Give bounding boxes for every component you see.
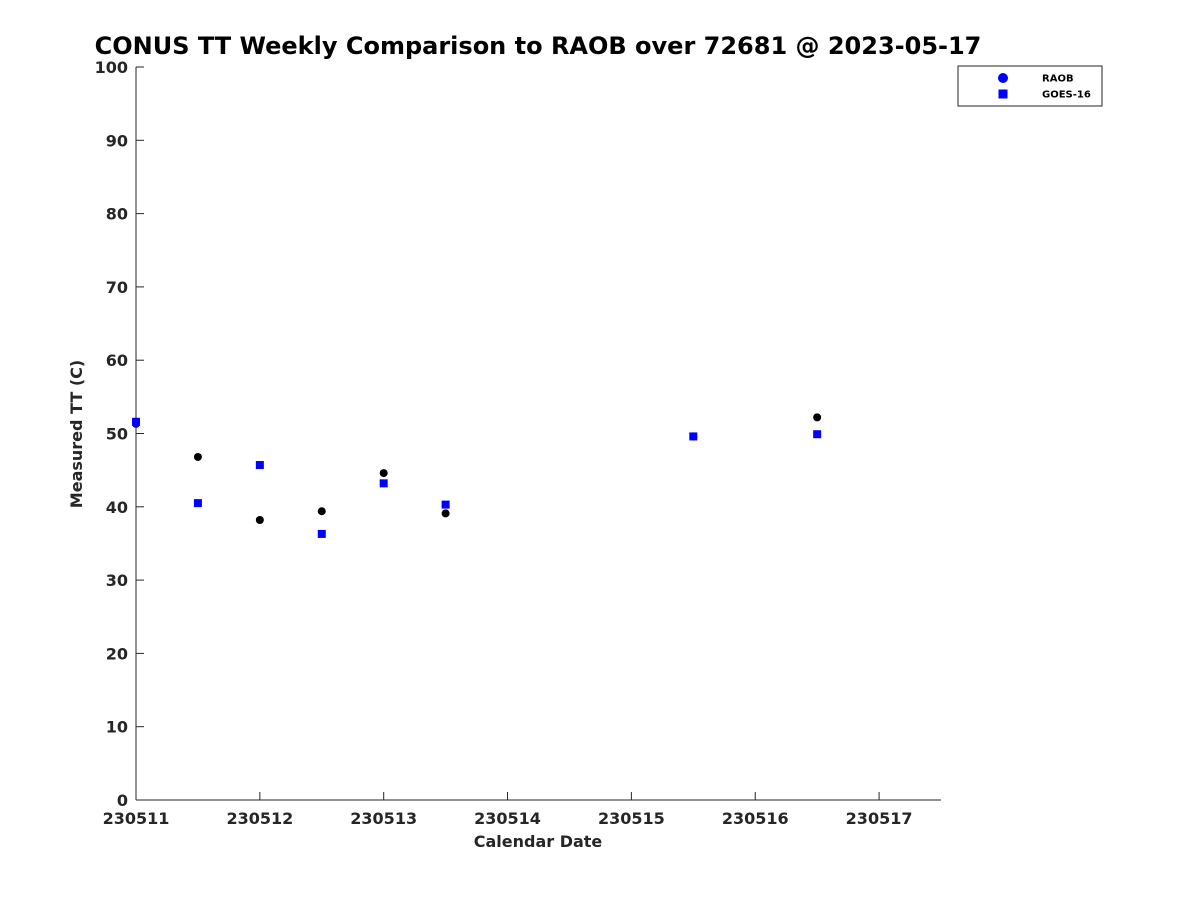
legend-goes-marker <box>998 89 1008 99</box>
legend-raob-label: RAOB <box>1042 74 1074 85</box>
raob-point <box>193 452 202 461</box>
y-axis-label: Measured TT (C) <box>67 360 86 508</box>
raob-point <box>441 509 450 518</box>
legend-box <box>957 65 1103 107</box>
y-tick-label: 40 <box>106 498 128 517</box>
legend-raob-marker <box>998 73 1008 83</box>
y-tick-label: 80 <box>106 205 128 224</box>
x-tick-label: 230514 <box>474 809 541 828</box>
y-tick-label: 10 <box>106 718 128 737</box>
raob-point <box>813 413 822 422</box>
y-tick-label: 0 <box>117 791 128 810</box>
x-tick-label: 230513 <box>350 809 417 828</box>
goes-16-point <box>317 529 326 538</box>
y-ticks: 0 10 20 30 40 50 60 70 80 90 100 <box>95 58 144 810</box>
raob-point <box>255 515 264 524</box>
goes-16-point <box>689 432 698 441</box>
y-tick-label: 60 <box>106 351 128 370</box>
x-axis-label: Calendar Date <box>474 832 603 851</box>
legend-goes-label: GOES-16 <box>1042 90 1091 101</box>
y-tick-label: 90 <box>106 131 128 150</box>
legend: RAOB GOES-16 <box>957 65 1103 107</box>
y-tick-label: 50 <box>106 425 128 444</box>
x-tick-label: 230517 <box>846 809 913 828</box>
x-ticks: 230511 230512 230513 230514 230515 230516 2305… <box>103 792 913 828</box>
goes-16-point <box>193 499 202 508</box>
goes-16-point <box>441 500 450 509</box>
x-tick-label: 230515 <box>598 809 665 828</box>
goes-16-point <box>255 461 264 470</box>
data-points <box>132 413 822 538</box>
goes-16-point <box>379 479 388 488</box>
x-tick-label: 230511 <box>103 809 170 828</box>
y-tick-label: 30 <box>106 571 128 590</box>
chart-title: CONUS TT Weekly Comparison to RAOB over … <box>95 32 982 60</box>
goes-16-point <box>813 430 822 439</box>
goes-16-point <box>132 417 140 426</box>
x-tick-label: 230516 <box>722 809 789 828</box>
y-tick-label: 20 <box>106 644 128 663</box>
y-tick-label: 100 <box>95 58 128 77</box>
x-tick-label: 230512 <box>226 809 293 828</box>
y-tick-label: 70 <box>106 278 128 297</box>
raob-point <box>379 469 388 478</box>
raob-point <box>317 507 326 516</box>
